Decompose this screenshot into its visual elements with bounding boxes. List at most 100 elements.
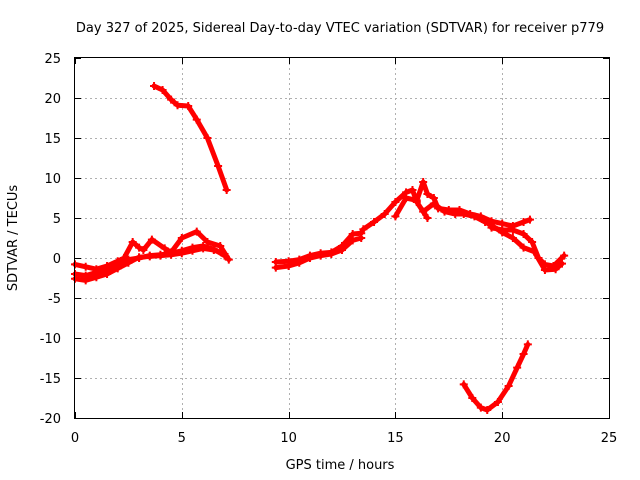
data-point-marker	[370, 218, 379, 226]
data-point-marker	[481, 218, 490, 226]
y-tick-label: 10	[44, 172, 61, 187]
data-point-marker	[139, 246, 148, 254]
data-point-marker	[451, 210, 460, 218]
y-tick-label: -20	[40, 412, 61, 427]
data-point-marker	[150, 82, 159, 90]
data-point-marker	[549, 262, 558, 270]
data-point-marker	[113, 264, 122, 273]
data-point-marker	[209, 246, 218, 254]
data-point-marker	[135, 253, 144, 262]
x-tick-label: 10	[280, 431, 297, 446]
data-point-marker	[167, 250, 176, 259]
data-point-marker	[498, 226, 507, 234]
data-point-marker	[423, 190, 432, 198]
data-point-marker	[380, 210, 389, 218]
y-axis-label: SDTVAR / TECUs	[6, 185, 21, 292]
data-point-marker	[419, 178, 428, 186]
data-point-marker	[508, 234, 517, 242]
data-point-marker	[412, 196, 421, 205]
y-tick-label: -10	[40, 332, 61, 347]
data-point-marker	[103, 270, 112, 278]
data-point-marker	[199, 244, 208, 253]
data-point-marker	[120, 254, 129, 262]
data-point-marker	[316, 251, 325, 260]
data-point-marker	[160, 244, 169, 253]
y-tick-label: 15	[44, 132, 61, 147]
data-point-marker	[216, 242, 225, 250]
data-point-marker	[147, 235, 156, 244]
data-point-marker	[156, 251, 165, 260]
data-point-marker	[408, 186, 417, 194]
data-point-marker	[305, 254, 314, 262]
data-point-marker	[487, 223, 496, 232]
data-point-marker	[124, 258, 133, 267]
series-s4	[150, 82, 231, 194]
data-point-marker	[519, 230, 528, 238]
data-point-marker	[540, 260, 549, 269]
data-point-marker	[81, 276, 90, 285]
series-s10	[459, 340, 532, 414]
data-point-marker	[519, 243, 528, 252]
data-point-marker	[295, 258, 304, 267]
data-point-marker	[173, 101, 182, 110]
data-point-marker	[92, 265, 101, 274]
data-point-marker	[192, 115, 201, 124]
data-point-marker	[81, 262, 90, 271]
series-s2	[71, 227, 233, 274]
x-axis-label: GPS time / hours	[286, 458, 395, 473]
data-point-marker	[560, 251, 569, 260]
data-point-marker	[513, 363, 522, 372]
x-tick-label: 25	[601, 431, 618, 446]
data-point-marker	[135, 243, 144, 252]
data-point-marker	[203, 134, 212, 142]
data-point-marker	[504, 382, 513, 390]
data-point-marker	[158, 86, 167, 94]
data-point-marker	[188, 246, 197, 255]
data-point-marker	[222, 186, 231, 194]
data-point-marker	[483, 406, 492, 414]
axis-ticks: 0 5 10 15 20 25 -20 -15 -10 -5 0 5 10 15 20 25	[40, 52, 618, 446]
grid-lines	[75, 58, 609, 418]
data-point-marker	[419, 207, 428, 216]
data-point-marker	[440, 207, 449, 216]
data-point-marker	[519, 218, 528, 226]
data-point-marker	[348, 236, 357, 245]
y-tick-label: 0	[53, 252, 61, 267]
data-point-marker	[402, 194, 411, 202]
plot-frame	[74, 57, 610, 419]
data-point-marker	[476, 403, 485, 412]
series-line	[392, 179, 533, 229]
x-tick-label: 15	[387, 431, 404, 446]
data-point-marker	[224, 255, 233, 264]
data-point-marker	[177, 249, 186, 258]
data-point-marker	[519, 350, 528, 358]
data-point-marker	[184, 102, 193, 110]
data-point-marker	[145, 252, 154, 261]
data-point-marker	[220, 250, 229, 258]
data-point-marker	[103, 262, 112, 270]
data-point-marker	[525, 215, 534, 224]
data-point-marker	[459, 210, 468, 218]
data-point-marker	[391, 198, 400, 206]
data-point-marker	[528, 238, 537, 246]
data-point-marker	[357, 234, 366, 242]
data-point-marker	[214, 162, 223, 170]
data-point-marker	[359, 225, 368, 234]
y-tick-label: -5	[48, 292, 61, 307]
data-point-marker	[327, 250, 336, 258]
data-point-marker	[92, 273, 101, 282]
series-s3	[71, 244, 229, 285]
x-tick-label: 20	[494, 431, 511, 446]
data-point-marker	[271, 263, 280, 272]
data-point-marker	[284, 262, 293, 270]
data-point-marker	[203, 238, 212, 246]
data-point-marker	[493, 398, 502, 406]
data-point-marker	[523, 340, 532, 349]
data-point-marker	[391, 212, 400, 221]
chart-title: Day 327 of 2025, Sidereal Day-to-day VTE…	[76, 21, 604, 36]
data-point-marker	[128, 238, 137, 246]
data-point-marker	[423, 214, 432, 222]
data-point-marker	[470, 212, 479, 221]
